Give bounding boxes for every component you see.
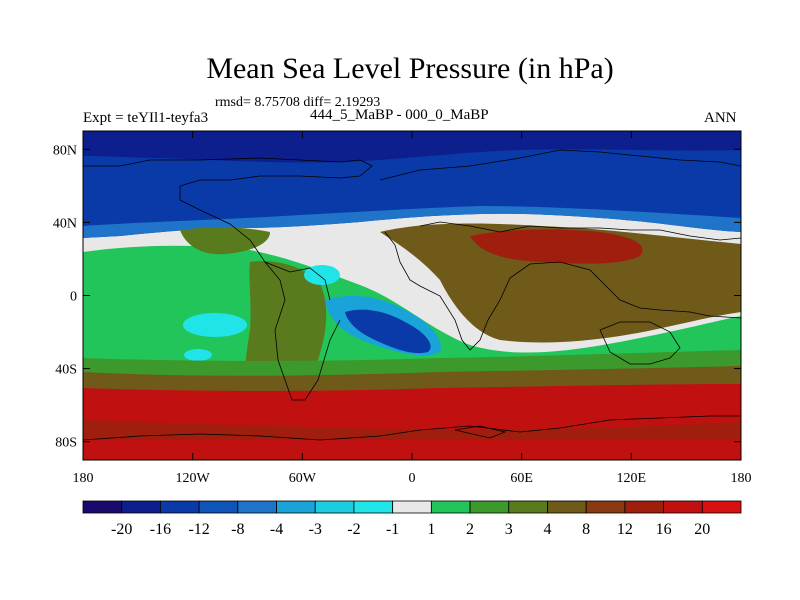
colorbar-swatch — [353, 500, 394, 514]
antarctic-coast-band — [83, 420, 741, 440]
coastline-outlines — [83, 149, 741, 441]
colorbar-swatch — [392, 500, 432, 514]
colorbar-swatch — [121, 500, 161, 514]
asia-core-high — [470, 229, 643, 264]
south-high-region — [83, 384, 741, 460]
colorbar-label: 12 — [617, 521, 633, 538]
x-tick-label: 60W — [289, 471, 317, 486]
colorbar-label: -4 — [270, 521, 283, 538]
y-tick-label: 40S — [55, 363, 77, 378]
colorbar-swatch — [663, 500, 703, 514]
colorbar-label: 20 — [694, 521, 710, 538]
stats-label: rmsd= 8.75708 diff= 2.19293 — [215, 95, 381, 110]
pacific-small-patch — [184, 349, 212, 361]
atlantic-low-core — [345, 309, 431, 354]
colorbar-label: -3 — [309, 521, 322, 538]
x-tick-label: 60E — [510, 471, 533, 486]
colorbar-swatch — [547, 500, 587, 514]
colorbar-swatch — [624, 500, 664, 514]
colorbar-swatch — [508, 500, 548, 514]
colorbar-label: 3 — [505, 521, 513, 538]
colorbar-swatch — [469, 500, 510, 514]
colorbar-label: -16 — [150, 521, 171, 538]
y-tick-label: 0 — [70, 290, 77, 305]
colorbar-swatch — [276, 500, 316, 514]
colorbar-label: -1 — [386, 521, 399, 538]
pressure-field — [83, 131, 741, 460]
pacific-low-patch — [183, 313, 247, 337]
colorbar-swatch — [198, 500, 239, 514]
colorbar-swatch — [701, 500, 742, 514]
south-brown-band — [83, 366, 741, 392]
colorbar-label: 16 — [656, 521, 672, 538]
y-tick-label: 80N — [53, 143, 77, 158]
y-tick-label: 80S — [55, 436, 77, 451]
x-tick-label: 180 — [73, 471, 94, 486]
x-tick-label: 0 — [409, 471, 416, 486]
colorbar: -20 -16 -12 -8 -4 -3 -2 -1 1 2 3 4 8 12 16 20 — [82, 500, 742, 538]
colorbar-swatch — [585, 500, 626, 514]
asia-high-region — [380, 223, 741, 343]
experiment-label: Expt = teYIl1-teyfa3 — [83, 110, 209, 126]
x-tick-label: 120E — [617, 471, 647, 486]
colorbar-swatch — [430, 500, 471, 514]
colorbar-label: 1 — [427, 521, 435, 538]
y-tick-label: 40N — [53, 216, 77, 231]
season-label: ANN — [704, 110, 737, 126]
colorbar-label: -12 — [188, 521, 209, 538]
comparison-label: 444_5_MaBP - 000_0_MaBP — [310, 107, 489, 123]
colorbar-swatch — [160, 500, 200, 514]
north-deep-low — [83, 131, 741, 163]
colorbar-label: -20 — [111, 521, 132, 538]
colorbar-label: 4 — [543, 521, 551, 538]
x-tick-label: 120W — [176, 471, 211, 486]
north-mid-blue — [83, 206, 741, 238]
colorbar-swatch — [314, 500, 355, 514]
colorbar-label: 2 — [466, 521, 474, 538]
chart-title: Mean Sea Level Pressure (in hPa) — [206, 52, 614, 85]
colorbar-swatch — [237, 500, 277, 514]
tropical-green-band — [83, 245, 741, 375]
axis-ticks: 180 120W 60W 0 60E 120E 180 80N 40N 0 40S 80S — [53, 131, 752, 486]
north-america-high — [180, 227, 270, 255]
colorbar-swatch — [82, 500, 123, 514]
x-tick-label: 180 — [731, 471, 752, 486]
colorbar-label: 8 — [582, 521, 590, 538]
colorbar-label: -2 — [347, 521, 360, 538]
colorbar-label: -8 — [231, 521, 244, 538]
